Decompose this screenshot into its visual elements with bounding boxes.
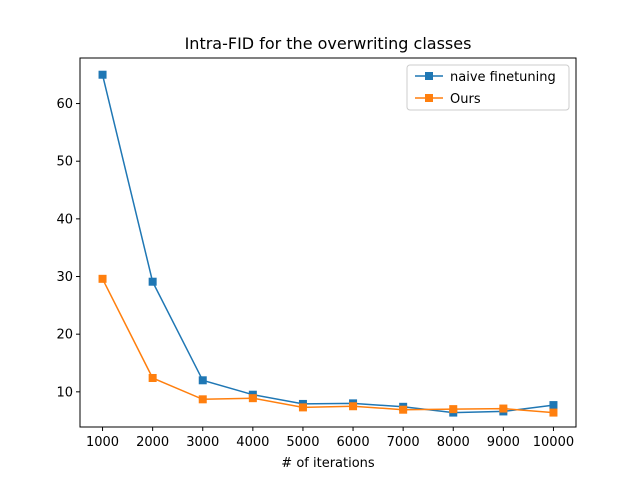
series-line (101, 74, 554, 414)
y-tick-label: 60 (56, 97, 73, 112)
data-point (298, 403, 307, 412)
plot-area (80, 58, 576, 427)
y-tick-label: 30 (56, 270, 73, 285)
data-point (449, 405, 458, 414)
data-point (198, 376, 207, 385)
legend-marker (425, 94, 433, 102)
data-point (98, 70, 107, 79)
x-tick-label: 9000 (487, 435, 520, 450)
x-tick-label: 10000 (533, 435, 574, 450)
data-point (148, 277, 157, 286)
y-tick-label: 40 (56, 212, 73, 227)
legend-label: naive finetuning (450, 70, 556, 85)
x-axis-label: # of iterations (281, 456, 375, 471)
legend-marker (425, 72, 433, 80)
data-point (399, 405, 408, 414)
data-point (549, 408, 558, 417)
series-layer (98, 70, 558, 417)
x-tick-label: 8000 (437, 435, 470, 450)
data-point (248, 394, 257, 403)
y-tick-label: 10 (56, 385, 73, 400)
data-point (98, 274, 107, 283)
series-line (101, 278, 554, 414)
x-tick-label: 7000 (387, 435, 420, 450)
data-point (549, 401, 558, 410)
plot-frame (79, 57, 577, 428)
x-tick-label: 3000 (186, 435, 219, 450)
chart-title: Intra-FID for the overwriting classes (185, 34, 472, 53)
data-point (198, 395, 207, 404)
x-tick-label: 5000 (286, 435, 319, 450)
legend: naive finetuning Ours (406, 64, 570, 111)
y-tick-label: 50 (56, 155, 73, 170)
y-tick-label: 20 (56, 328, 73, 343)
x-tick-label: 1000 (86, 435, 119, 450)
y-axis: 10 20 30 40 50 60 (56, 97, 80, 400)
legend-box (406, 64, 570, 111)
legend-entry: Ours (415, 92, 481, 107)
x-tick-label: 2000 (136, 435, 169, 450)
data-point (349, 402, 358, 411)
data-point (148, 373, 157, 382)
legend-label: Ours (450, 92, 481, 107)
x-axis: 1000 2000 3000 4000 5000 6000 7000 8000 9000 1000… (86, 427, 574, 450)
x-tick-label: 6000 (337, 435, 370, 450)
legend-entry: naive finetuning (415, 70, 556, 85)
data-point (499, 404, 508, 413)
x-tick-label: 4000 (236, 435, 269, 450)
series-2 (98, 274, 558, 417)
